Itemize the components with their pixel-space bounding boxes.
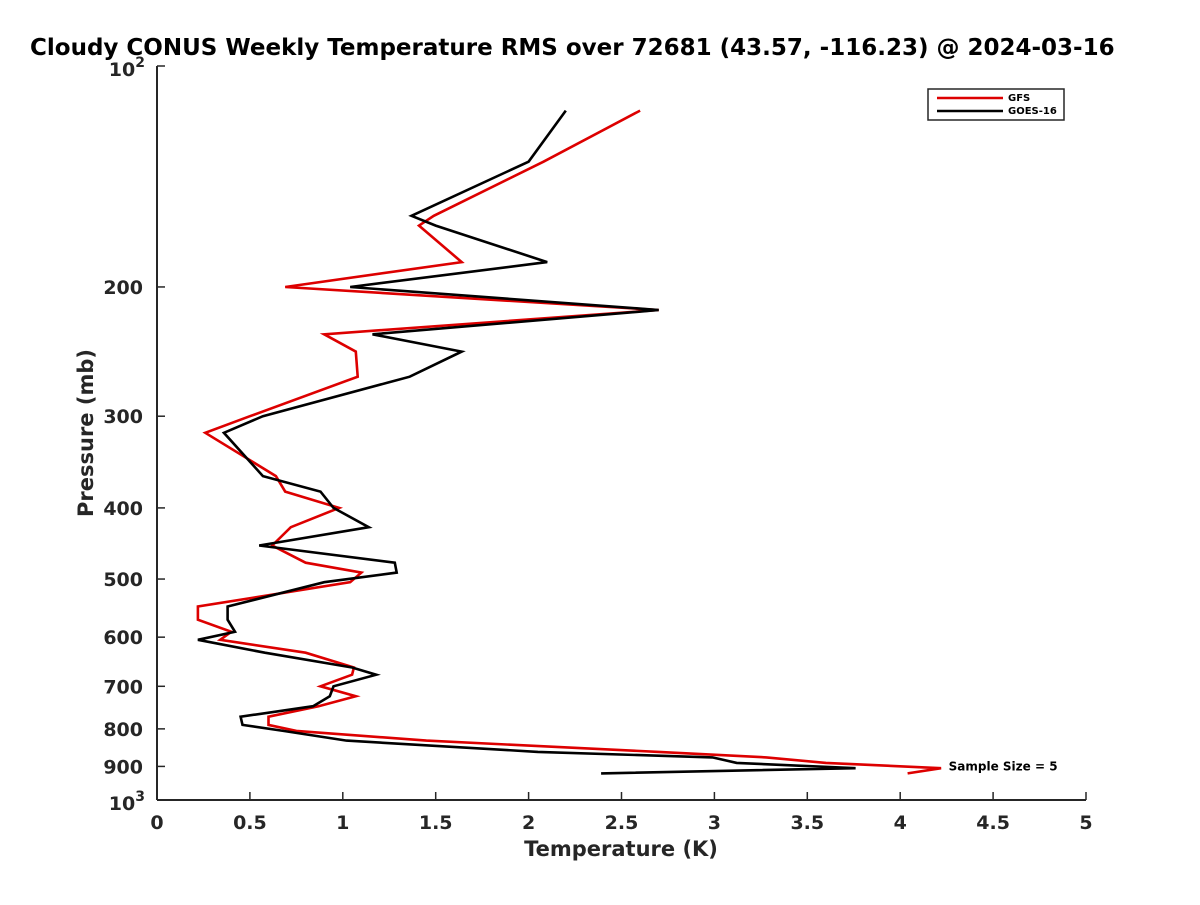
series-line-goes16: [197, 109, 856, 775]
y-tick-label: 300: [103, 406, 143, 428]
x-tick-label: 3: [708, 812, 721, 834]
series-line-gfs: [196, 109, 942, 775]
legend: GFS GOES-16: [927, 88, 1065, 121]
y-tick-label: 500: [103, 569, 143, 591]
x-ticks: 0 0.5 1 1.5 2 2.5 3 3.5 4 4.5 5: [150, 792, 1093, 834]
y-decade-tick-label: 102: [109, 55, 145, 81]
x-tick-label: 0: [150, 812, 163, 834]
sample-size-annotation: Sample Size = 5: [949, 759, 1058, 773]
y-decade-tick-label: 103: [109, 789, 145, 815]
series-layer: [196, 109, 942, 775]
y-axis-label: Pressure (mb): [74, 349, 98, 517]
y-tick-label: 200: [103, 277, 143, 299]
x-tick-label: 1: [336, 812, 349, 834]
legend-label-goes16: GOES-16: [1008, 106, 1057, 117]
x-tick-label: 3.5: [790, 812, 824, 834]
legend-label-gfs: GFS: [1008, 93, 1030, 104]
axes: 0 0.5 1 1.5 2 2.5 3 3.5 4 4.5 5 200 300 400 500 600 700…: [103, 55, 1092, 834]
chart-title: Cloudy CONUS Weekly Temperature RMS over…: [30, 35, 1115, 61]
x-tick-label: 0.5: [233, 812, 267, 834]
x-tick-label: 2.5: [605, 812, 639, 834]
x-axis-label: Temperature (K): [524, 837, 718, 861]
x-tick-label: 1.5: [419, 812, 453, 834]
x-tick-label: 4: [894, 812, 907, 834]
x-tick-label: 4.5: [976, 812, 1010, 834]
y-tick-label: 800: [103, 719, 143, 741]
x-tick-label: 2: [522, 812, 535, 834]
y-tick-label: 900: [103, 756, 143, 778]
y-tick-label: 700: [103, 676, 143, 698]
x-tick-label: 5: [1079, 812, 1092, 834]
y-ticks: 200 300 400 500 600 700 800 900 102 103: [103, 55, 165, 815]
y-tick-label: 600: [103, 627, 143, 649]
y-tick-label: 400: [103, 498, 143, 520]
legend-box: [927, 88, 1065, 121]
